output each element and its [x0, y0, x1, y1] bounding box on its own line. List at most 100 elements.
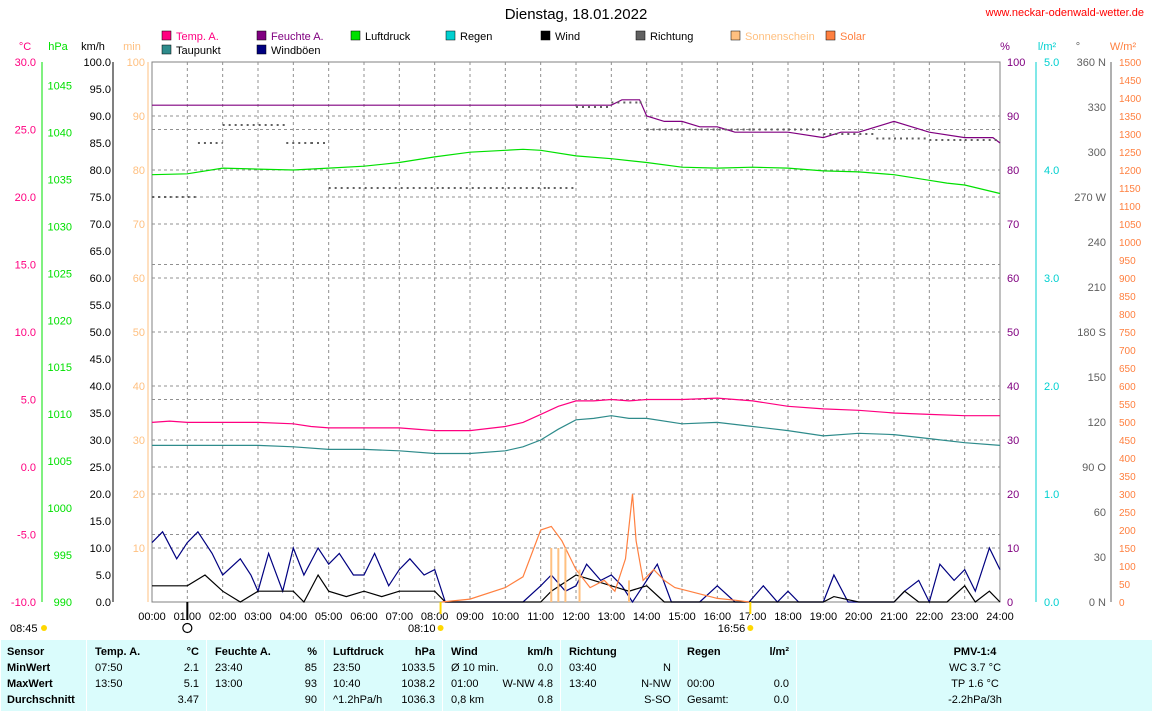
tick-pressure-0: 1045: [48, 80, 72, 92]
legend-swatch-gust: [256, 44, 267, 55]
tick-sun-9: 10: [133, 543, 145, 555]
tick-solar-29: 50: [1119, 580, 1131, 591]
stats-header-col_dir: Richtung: [569, 646, 617, 658]
tick-sun-5: 50: [133, 327, 145, 339]
tick-pressure-2: 1035: [48, 174, 72, 186]
tick-solar-8: 1100: [1119, 202, 1141, 213]
stats-pmv-0: WC 3.7 °C: [948, 662, 1002, 674]
grid: [151, 61, 1001, 603]
legend-label-pressure: Luftdruck: [365, 31, 411, 43]
tick-direction-2: 300: [1088, 147, 1106, 159]
tick-humidity-7: 30: [1007, 435, 1019, 447]
tick-time-11: 11:00: [527, 611, 554, 623]
tick-time-24: 24:00: [986, 611, 1014, 623]
unit-temp: °C: [19, 41, 31, 53]
tick-direction-0: 360 N: [1077, 57, 1106, 69]
tick-humidity-6: 40: [1007, 381, 1019, 393]
tick-humidity-0: 100: [1007, 57, 1025, 69]
tick-solar-15: 750: [1119, 328, 1136, 339]
stats-unit-col_rain: l/m²: [769, 646, 789, 658]
tick-humidity-10: 0: [1007, 597, 1013, 609]
stats-cell-col_hum-b2: 90: [304, 694, 317, 706]
stats-cell-col_temp-b0: 2.1: [183, 662, 199, 674]
tick-time-17: 17:00: [739, 611, 767, 623]
tick-humidity-3: 70: [1007, 219, 1019, 231]
stats-cell-col_rain-b1: 0.0: [773, 678, 789, 690]
tick-temp-4: 10.0: [15, 327, 36, 339]
legend-swatch-wind: [540, 30, 551, 41]
tick-time-8: 08:00: [421, 611, 449, 623]
tick-solar-1: 1450: [1119, 76, 1142, 87]
tick-time-16: 16:00: [704, 611, 732, 623]
stats-cell-col_dir-b1: N-NW: [641, 678, 671, 690]
series-line-3: [151, 148, 1001, 195]
tick-pressure-4: 1025: [48, 268, 72, 280]
sunrise-sun-icon: [437, 625, 444, 631]
tick-pressure-3: 1030: [48, 221, 72, 233]
sunset-label: 16:56: [718, 623, 746, 635]
tick-solar-12: 900: [1119, 274, 1136, 285]
tick-solar-23: 350: [1119, 472, 1136, 483]
stats-cell-col_dir-b2: S-SO: [644, 694, 671, 706]
chart-title: Dienstag, 18.01.2022: [505, 6, 648, 23]
tick-solar-7: 1150: [1119, 184, 1141, 195]
stats-cell-col_wind-b0: 0.0: [537, 662, 553, 674]
legend-label-wind: Wind: [555, 31, 580, 43]
series-line-5: [152, 573, 1001, 604]
tick-solar-6: 1200: [1119, 166, 1142, 177]
stats-cell-col_press-a0: 23:50: [333, 662, 361, 674]
tick-solar-4: 1300: [1119, 130, 1142, 141]
tick-time-13: 13:00: [598, 611, 626, 623]
stats-cell-col_hum-a1: 13:00: [215, 678, 243, 690]
unit-pressure: hPa: [48, 41, 68, 53]
tick-wind-2: 90.0: [90, 111, 111, 123]
legend-label-gust: Windböen: [271, 45, 321, 57]
stats-cell-col_press-a1: 10:40: [333, 678, 361, 690]
tick-humidity-1: 90: [1007, 111, 1019, 123]
legend-swatch-direction: [635, 30, 646, 41]
tick-wind-16: 20.0: [90, 489, 111, 501]
series-line-2: [152, 99, 1001, 144]
tick-direction-7: 150: [1088, 372, 1106, 384]
tick-solar-21: 450: [1119, 436, 1136, 447]
stats-cell-col_press-b0: 1033.5: [401, 662, 435, 674]
tick-solar-2: 1400: [1119, 94, 1142, 105]
stats-header-col_temp: Temp. A.: [95, 646, 141, 658]
tick-wind-3: 85.0: [90, 138, 111, 150]
tick-direction-11: 30: [1094, 552, 1106, 564]
stats-cell-col_temp-a1: 13:50: [95, 678, 123, 690]
legend-label-sunshine: Sonnenschein: [745, 31, 815, 43]
tick-humidity-5: 50: [1007, 327, 1019, 339]
tick-pressure-10: 995: [54, 550, 72, 562]
tick-solar-28: 100: [1119, 562, 1136, 573]
stats-unit-col_hum: %: [307, 646, 317, 658]
tick-rain-0: 5.0: [1044, 57, 1059, 69]
tick-direction-9: 90 O: [1082, 462, 1106, 474]
tick-pressure-11: 990: [54, 597, 72, 609]
tick-solar-10: 1000: [1119, 238, 1142, 249]
tick-wind-18: 10.0: [90, 543, 111, 555]
tick-wind-10: 50.0: [90, 327, 111, 339]
tick-time-10: 10:00: [492, 611, 520, 623]
tick-wind-17: 15.0: [90, 516, 111, 528]
stats-cell-col_temp-b1: 5.1: [183, 678, 199, 690]
tick-time-23: 23:00: [951, 611, 979, 623]
tick-solar-19: 550: [1119, 400, 1136, 411]
stats-cell-col_rain-a1: 00:00: [687, 678, 715, 690]
tick-temp-8: -10.0: [11, 597, 36, 609]
tick-pressure-7: 1010: [48, 409, 72, 421]
tick-rain-3: 2.0: [1044, 381, 1059, 393]
legend: Temp. A. Feuchte A. Luftdruck Regen Wind Rich…: [161, 30, 866, 57]
stats-cell-col_hum-b0: 85: [304, 662, 317, 674]
tick-wind-7: 65.0: [90, 246, 111, 258]
tick-temp-0: 30.0: [15, 57, 36, 69]
legend-swatch-solar: [825, 30, 836, 41]
stats-header-col_wind: Wind: [451, 646, 478, 658]
tick-wind-14: 30.0: [90, 435, 111, 447]
tick-time-22: 22:00: [916, 611, 944, 623]
stats-cell-col_wind-a2: 0,8 km: [451, 694, 485, 706]
stats-row-label-0: MinWert: [7, 662, 51, 674]
tick-rain-1: 4.0: [1044, 165, 1059, 177]
tick-wind-6: 70.0: [90, 219, 111, 231]
tick-time-0: 00:00: [138, 611, 166, 623]
